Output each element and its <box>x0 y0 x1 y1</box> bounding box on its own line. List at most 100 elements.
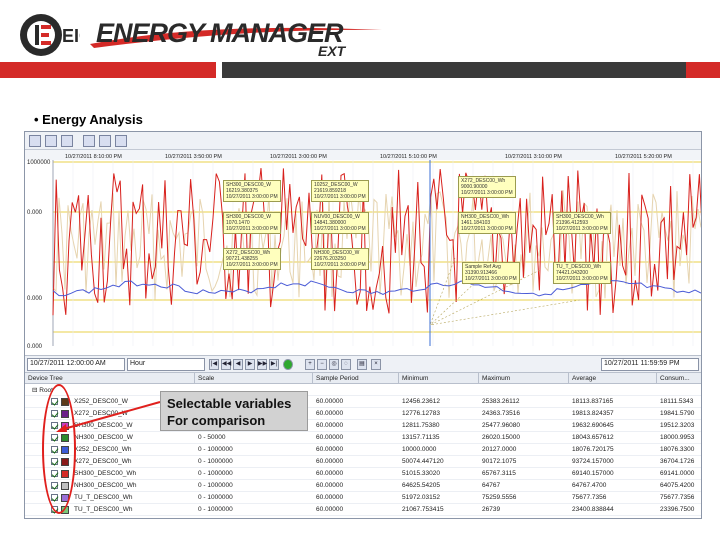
minimum-cell: 12811.75380 <box>402 422 440 429</box>
column-header[interactable]: Device Tree <box>25 373 195 384</box>
value-tooltip: 10252_DESC00_W 21619.859218 10/27/2011 3:0… <box>311 180 369 202</box>
prev-icon[interactable]: ◀ <box>233 359 243 370</box>
zoom-fit-icon[interactable]: ◎ <box>329 359 339 370</box>
prev-fast-icon[interactable]: ◀◀ <box>221 359 231 370</box>
end-date-select[interactable]: 10/27/2011 11:59:59 PM <box>601 358 699 371</box>
value-tooltip: NH300_DESC00_W 22676.203250 10/27/2011 3:0… <box>311 248 369 270</box>
sample-period-cell: 60.00000 <box>316 470 344 477</box>
column-header[interactable]: Consum... <box>657 373 701 384</box>
next-fast-icon[interactable]: ▶▶ <box>257 359 267 370</box>
variable-row[interactable]: X272_DESC00_Wh 0 - 1000000 60.00000 50074.4… <box>25 456 701 468</box>
go-icon[interactable] <box>283 359 293 370</box>
tooltip-line: 10/27/2011 3:00:00 PM <box>461 226 513 232</box>
minimum-cell: 21067.753415 <box>402 506 444 513</box>
sample-period-cell: 60.00000 <box>316 494 344 501</box>
maximum-cell: 25383.26112 <box>482 398 520 405</box>
value-tooltip: Sample Ref Avg 31390.913466 10/27/2011 3:0… <box>462 262 520 284</box>
tooltip-line: 10/27/2011 3:00:00 PM <box>556 276 608 282</box>
start-date-select[interactable]: 10/27/2011 12:00:00 AM <box>27 358 125 371</box>
trend-chart[interactable]: 10/27/2011 8:10:00 PM 10/27/2011 3:50:00 … <box>25 150 701 355</box>
average-cell: 18113.837165 <box>572 398 614 405</box>
variable-row[interactable]: X252_DESC00_Wh 0 - 1000000 60.00000 10000.0… <box>25 444 701 456</box>
tooltip-line: NH300_DESC00_W <box>314 250 360 256</box>
consumption-cell: 19841.5790 <box>660 410 695 417</box>
minimum-cell: 51972.03152 <box>402 494 440 501</box>
tooltip-leader-line <box>429 277 481 326</box>
value-tooltip: SH300_DESC00_Wh 21396.412593 10/27/2011 3:… <box>553 212 611 234</box>
header-band-dark <box>222 62 720 78</box>
variable-name: X252_DESC00_W <box>74 398 128 405</box>
x-tick-label: 10/27/2011 5:20:00 PM <box>615 154 672 160</box>
tooltip-leader-line <box>429 299 581 326</box>
sample-period-cell: 60.00000 <box>316 506 344 513</box>
open-icon[interactable] <box>29 135 41 147</box>
maximum-cell: 64767 <box>482 482 501 489</box>
checkbox-highlight-ellipse <box>42 384 76 514</box>
tooltip-line: 10/27/2011 3:00:00 PM <box>461 190 513 196</box>
variable-row[interactable]: TU_T_DESC00_Wh 0 - 1000000 60.00000 21067.7… <box>25 504 701 516</box>
minimum-cell: 10000.0000 <box>402 446 437 453</box>
minimum-cell: 64625.54205 <box>402 482 440 489</box>
variable-name: X252_DESC00_Wh <box>74 446 132 453</box>
hand-icon[interactable] <box>99 135 111 147</box>
tooltip-line: 10252_DESC00_W <box>314 182 358 188</box>
tooltip-line: 90721.438255 <box>226 256 258 262</box>
close-view-icon[interactable]: × <box>371 359 381 370</box>
consumption-cell: 18111.5343 <box>660 398 694 405</box>
column-header[interactable]: Maximum <box>479 373 569 384</box>
tooltip-line: Sample Ref Avg <box>465 264 501 270</box>
consumption-cell: 18000.9953 <box>660 434 695 441</box>
callout-line-1: Selectable variables <box>167 396 292 411</box>
maximum-cell: 90172.1075 <box>482 458 517 465</box>
next-icon[interactable]: ▶ <box>245 359 255 370</box>
value-tooltip: X272_DESC00_Wh 9000.90000 10/27/2011 3:00:… <box>458 176 516 198</box>
tooltip-leader-line <box>429 269 541 326</box>
value-tooltip: NUV00_DESC00_W 14841.380000 10/27/2011 3:0… <box>311 212 369 234</box>
sample-period-cell: 60.00000 <box>316 458 344 465</box>
variable-row[interactable]: NH300_DESC00_Wh 0 - 1000000 60.00000 64625.… <box>25 480 701 492</box>
group-row[interactable]: ⊟ Root <box>25 384 701 396</box>
x-tick-label: 10/27/2011 5:10:00 PM <box>380 154 437 160</box>
zoom-reset-icon[interactable]: ◌ <box>341 359 351 370</box>
selectable-variables-callout: Selectable variables For comparison <box>160 391 308 431</box>
energy-analysis-window: 10/27/2011 8:10:00 PM 10/27/2011 3:50:00 … <box>24 131 702 519</box>
zoom-out-icon[interactable]: − <box>317 359 327 370</box>
consumption-cell: 75677.7356 <box>660 494 695 501</box>
value-tooltip: X272_DESC00_Wh 90721.438255 10/27/2011 3:0… <box>223 248 281 270</box>
tooltip-line: NH300_DESC00_Wh <box>461 214 510 220</box>
maximum-cell: 26020.15000 <box>482 434 520 441</box>
first-page-icon[interactable]: |◀ <box>209 359 219 370</box>
column-header[interactable]: Scale <box>195 373 313 384</box>
sample-period-cell: 60.00000 <box>316 422 344 429</box>
maximum-cell: 26739 <box>482 506 501 513</box>
y-tick-label: 0.000 <box>27 344 43 350</box>
pointer-icon[interactable] <box>83 135 95 147</box>
value-tooltip: NH300_DESC00_Wh 1461.184103 10/27/2011 3:0… <box>458 212 516 234</box>
scale-cell: 0 - 1000000 <box>198 482 233 489</box>
column-header[interactable]: Sample Period <box>313 373 399 384</box>
last-page-icon[interactable]: ▶| <box>269 359 279 370</box>
tooltip-line: 1070.1470 <box>226 220 250 226</box>
interval-select[interactable]: Hour <box>127 358 205 371</box>
tooltip-line: 9000.90000 <box>461 184 488 190</box>
minimum-cell: 13157.71135 <box>402 434 440 441</box>
zoom-in-icon[interactable]: + <box>305 359 315 370</box>
export-icon[interactable]: ▤ <box>357 359 367 370</box>
save-icon[interactable] <box>45 135 57 147</box>
column-header[interactable]: Minimum <box>399 373 479 384</box>
column-header[interactable]: Average <box>569 373 657 384</box>
tooltip-line: 10/27/2011 3:00:00 PM <box>226 262 278 268</box>
tooltip-line: X272_DESC00_Wh <box>226 250 271 256</box>
average-cell: 64767.4700 <box>572 482 607 489</box>
average-cell: 23400.838844 <box>572 506 614 513</box>
average-cell: 69140.157000 <box>572 470 614 477</box>
crosshair-icon[interactable] <box>115 135 127 147</box>
variable-row[interactable]: SH300_DESC00_Wh 0 - 1000000 60.00000 51015.… <box>25 468 701 480</box>
scale-cell: 0 - 1000000 <box>198 494 233 501</box>
variable-row[interactable]: TU_T_DESC00_Wh 0 - 1000000 60.00000 51972.0… <box>25 492 701 504</box>
scale-cell: 0 - 1000000 <box>198 506 233 513</box>
tooltip-line: 22676.203250 <box>314 256 346 262</box>
series-line-red <box>52 168 701 316</box>
print-icon[interactable] <box>61 135 73 147</box>
